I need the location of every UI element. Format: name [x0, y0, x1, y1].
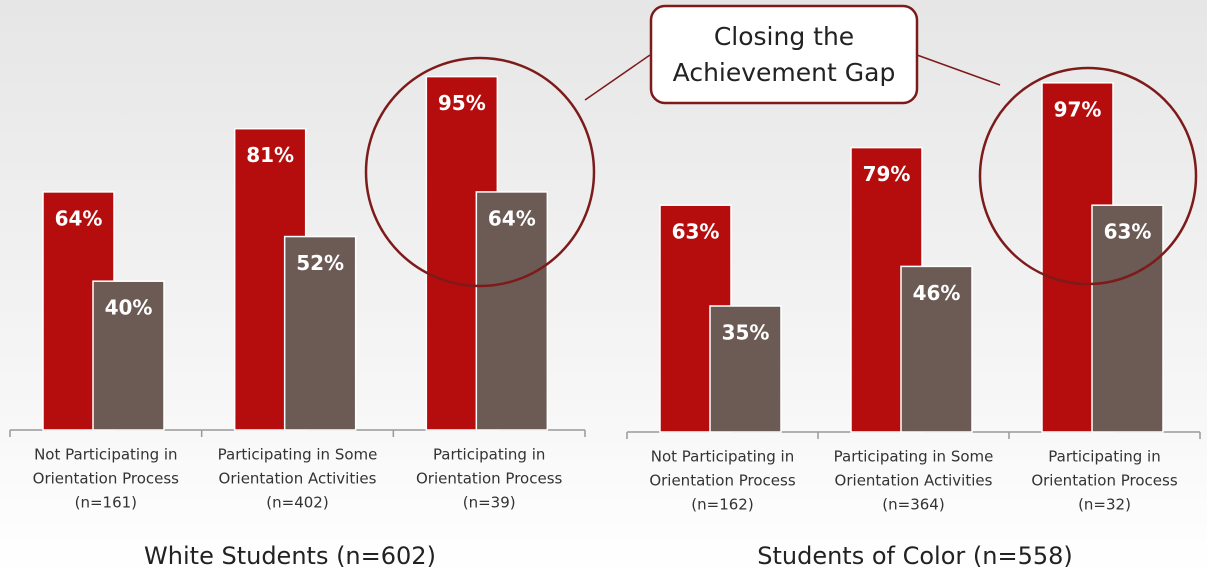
- annotation: Achievement Gap: [673, 58, 896, 87]
- bar: [900, 265, 973, 433]
- x-tick-label: Orientation Process: [1031, 472, 1178, 490]
- value-label: 97%: [1054, 97, 1102, 121]
- value-label: 63%: [1104, 220, 1152, 244]
- x-tick-label: Participating in Some: [218, 446, 378, 464]
- x-tick-label: Orientation Process: [649, 472, 796, 490]
- x-tick-label: Participating in: [433, 446, 545, 464]
- value-label: 40%: [105, 296, 153, 320]
- chart-title: White Students (n=602): [144, 542, 436, 570]
- highlight-circle: [978, 66, 1198, 286]
- x-tick-label: (n=32): [1078, 496, 1131, 514]
- value-label: 79%: [863, 162, 911, 186]
- x-tick-label: Participating in Some: [834, 448, 994, 466]
- bar: [1091, 204, 1164, 433]
- value-label: 63%: [672, 220, 720, 244]
- x-tick-label: (n=364): [882, 496, 944, 514]
- x-tick-label: Orientation Activities: [219, 470, 377, 488]
- value-label: 81%: [246, 143, 294, 167]
- bar: [709, 305, 782, 433]
- x-tick-label: Orientation Process: [33, 470, 180, 488]
- x-tick-label: Participating in: [1048, 448, 1160, 466]
- value-label: 95%: [438, 91, 486, 115]
- bar: [92, 280, 165, 431]
- x-tick-label: Orientation Process: [416, 470, 563, 488]
- x-tick-label: (n=162): [691, 496, 753, 514]
- bar: [283, 235, 357, 431]
- bar: [475, 191, 549, 431]
- callout-line: [916, 54, 1001, 86]
- x-tick-label: (n=402): [266, 494, 328, 512]
- value-label: 52%: [296, 251, 344, 275]
- callout-line: [584, 54, 651, 101]
- x-tick-label: (n=39): [463, 494, 516, 512]
- value-label: 35%: [722, 321, 770, 345]
- callout-box: [649, 4, 919, 105]
- x-tick-label: Orientation Activities: [835, 472, 993, 490]
- value-label: 64%: [55, 206, 103, 230]
- x-tick-label: (n=161): [75, 494, 137, 512]
- value-label: 46%: [913, 281, 961, 305]
- highlight-circle: [364, 56, 596, 288]
- value-label: 64%: [488, 206, 536, 230]
- x-tick-label: Not Participating in: [34, 446, 177, 464]
- annotation: Closing the: [714, 22, 854, 51]
- x-tick-label: Not Participating in: [651, 448, 794, 466]
- chart-title: Students of Color (n=558): [757, 542, 1073, 570]
- plot: 64% 40% Not Participating in Orientation Pr…: [9, 75, 1201, 570]
